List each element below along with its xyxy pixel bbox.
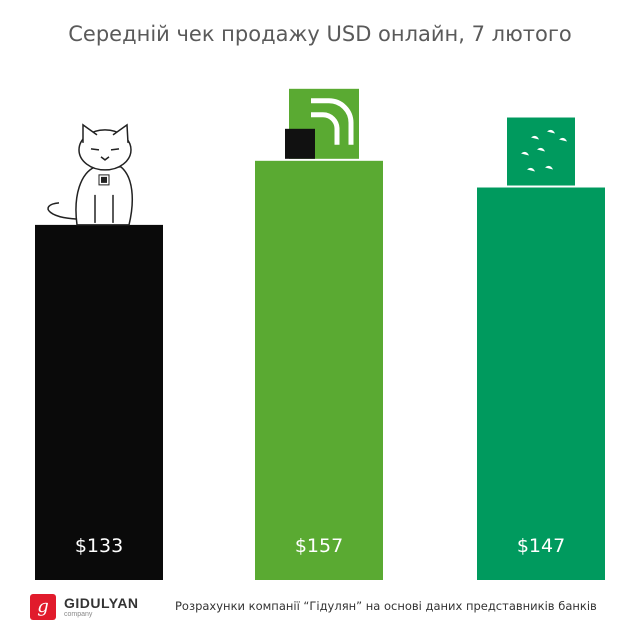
footer: g GIDULYAN company Розрахунки компанії “… <box>0 585 640 639</box>
source-note: Розрахунки компанії “Гідулян” на основі … <box>175 599 597 613</box>
bar-value-label-2: $147 <box>517 535 565 557</box>
cat-mascot-icon <box>47 123 134 226</box>
brand-sub: company <box>64 611 93 618</box>
bar-value-label-1: $157 <box>295 535 343 557</box>
bar-value-label-0: $133 <box>75 535 123 557</box>
bar-chart: $133 $157 $147 <box>35 88 605 580</box>
privatbank-logo-icon <box>285 88 359 159</box>
bar-0 <box>35 224 163 580</box>
brand-name: GIDULYAN <box>64 595 139 611</box>
gidulyan-logo-icon: g <box>30 594 56 620</box>
bar-1 <box>255 160 383 580</box>
chart-title: Середній чек продажу USD онлайн, 7 лютог… <box>68 22 572 46</box>
ukrsibbank-logo-icon <box>507 117 575 186</box>
bar-2 <box>477 187 605 580</box>
